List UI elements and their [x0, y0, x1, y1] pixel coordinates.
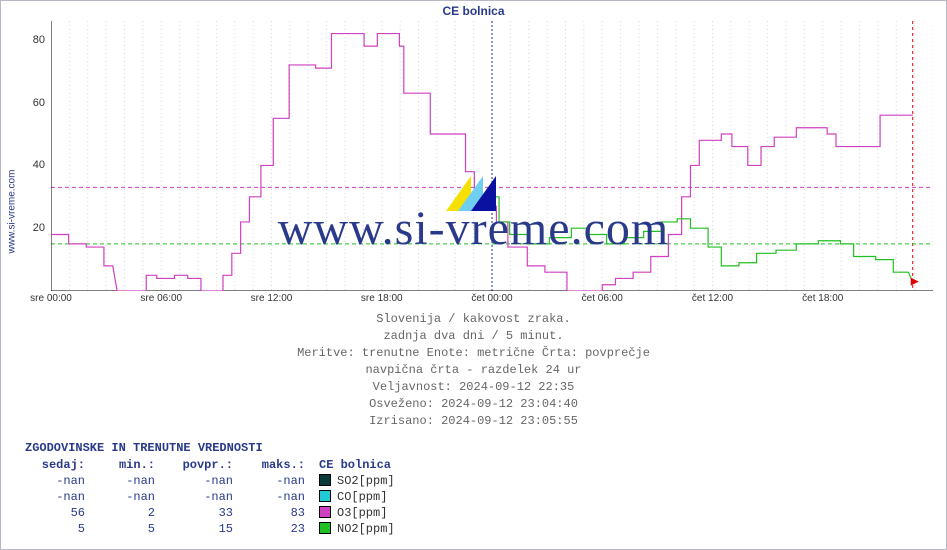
cell-value: 15	[155, 521, 233, 537]
chart-title: CE bolnica	[1, 4, 946, 18]
cell-value: 33	[155, 505, 233, 521]
history-table: sedaj:min.:povpr.:maks.:CE bolnica-nan-n…	[25, 457, 395, 537]
xtick-label: sre 00:00	[30, 293, 72, 304]
cell-value: 83	[233, 505, 305, 521]
xtick-label: čet 12:00	[692, 293, 733, 304]
cell-value: -nan	[155, 489, 233, 505]
xaxis-ticks: sre 00:00sre 06:00sre 12:00sre 18:00čet …	[51, 293, 933, 311]
ytick-label: 60	[33, 97, 45, 109]
metadata-block: Slovenija / kakovost zraka.zadnja dva dn…	[1, 311, 946, 430]
cell-value: -nan	[25, 473, 85, 489]
cell-value: -nan	[155, 473, 233, 489]
cell-value: -nan	[85, 489, 155, 505]
cell-value: 2	[85, 505, 155, 521]
legend-swatch-icon	[319, 506, 331, 518]
site-col-header: CE bolnica	[319, 457, 391, 473]
legend-swatch-icon	[319, 522, 331, 534]
xtick-label: čet 06:00	[582, 293, 623, 304]
watermark-text: www.si-vreme.com	[1, 201, 946, 256]
table-row: 5623383 O3[ppm]	[25, 505, 395, 521]
table-row: -nan-nan-nan-nanCO[ppm]	[25, 489, 395, 505]
table-row: 551523NO2[ppm]	[25, 521, 395, 537]
series-label: CO[ppm]	[337, 490, 387, 504]
series-label: O3[ppm]	[337, 506, 387, 520]
table-row: -nan-nan-nan-nanSO2[ppm]	[25, 473, 395, 489]
history-header: ZGODOVINSKE IN TRENUTNE VREDNOSTI	[25, 441, 263, 455]
legend-swatch-icon	[319, 474, 331, 486]
cell-value: 5	[85, 521, 155, 537]
series-label: NO2[ppm]	[337, 522, 395, 536]
col-header: min.:	[85, 457, 155, 473]
cell-value: -nan	[233, 489, 305, 505]
col-header: povpr.:	[155, 457, 233, 473]
cell-value: -nan	[25, 489, 85, 505]
meta-line: Slovenija / kakovost zraka.	[1, 311, 946, 328]
chart-frame: CE bolnica www.si-vreme.com 20406080 sre…	[0, 0, 947, 550]
cell-value: 56	[25, 505, 85, 521]
cell-value: 23	[233, 521, 305, 537]
col-header: sedaj:	[25, 457, 85, 473]
meta-line: Izrisano: 2024-09-12 23:05:55	[1, 413, 946, 430]
meta-line: Meritve: trenutne Enote: metrične Črta: …	[1, 345, 946, 362]
ytick-label: 80	[33, 34, 45, 46]
xtick-label: čet 18:00	[802, 293, 843, 304]
table-header-row: sedaj:min.:povpr.:maks.: CE bolnica	[25, 457, 395, 473]
meta-line: Veljavnost: 2024-09-12 22:35	[1, 379, 946, 396]
col-header: maks.:	[233, 457, 305, 473]
meta-line: zadnja dva dni / 5 minut.	[1, 328, 946, 345]
series-label: SO2[ppm]	[337, 474, 395, 488]
meta-line: navpična črta - razdelek 24 ur	[1, 362, 946, 379]
xtick-label: čet 00:00	[471, 293, 512, 304]
xtick-label: sre 12:00	[251, 293, 293, 304]
cell-value: -nan	[85, 473, 155, 489]
xtick-label: sre 18:00	[361, 293, 403, 304]
meta-line: Osveženo: 2024-09-12 23:04:40	[1, 396, 946, 413]
legend-swatch-icon	[319, 490, 331, 502]
cell-value: 5	[25, 521, 85, 537]
ytick-label: 40	[33, 159, 45, 171]
cell-value: -nan	[233, 473, 305, 489]
xtick-label: sre 06:00	[140, 293, 182, 304]
